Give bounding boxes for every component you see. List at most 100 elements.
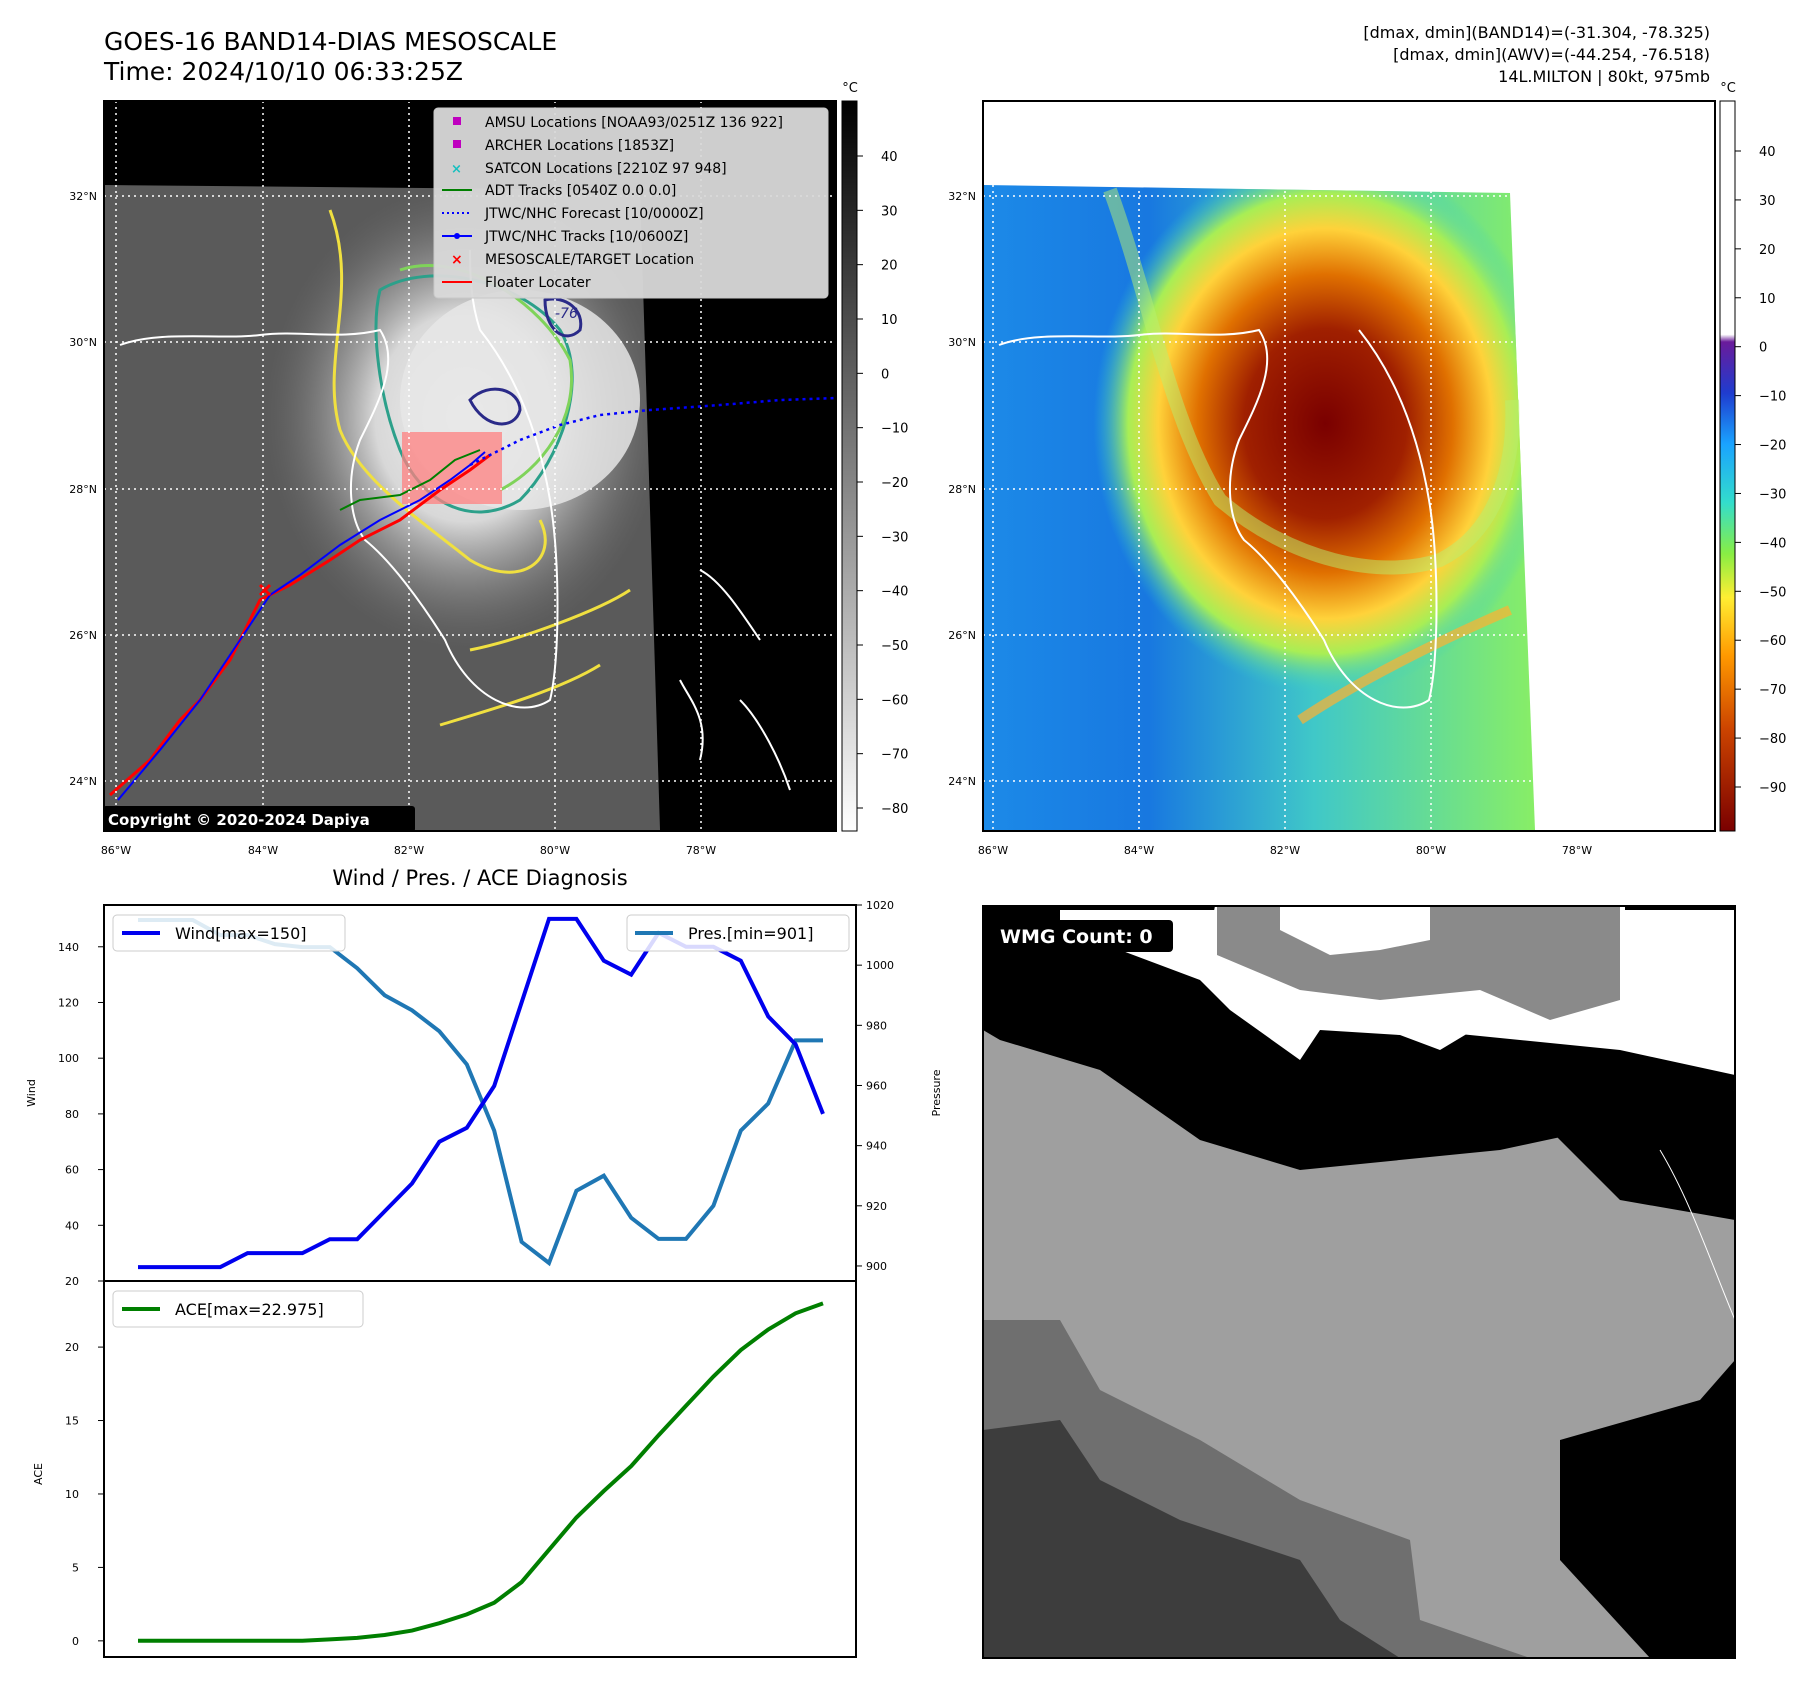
ir-coastline [119, 249, 559, 709]
wind-tick-label: 140 [58, 941, 79, 954]
ir-lat-26: 26°N [69, 629, 97, 642]
pres-legend-box [626, 914, 850, 952]
wind-tick-label: 20 [65, 1275, 79, 1288]
wmg-frame [982, 905, 1736, 1659]
legend-satcon-marker: × [451, 162, 462, 177]
ir-colorbar-ticks: 40 30 20 10 0 −10 −20 −30 −40 −50 −60 −70 −80 [857, 150, 908, 817]
ir-map-frame [103, 100, 837, 832]
ace-tick-label: 0 [72, 1635, 79, 1648]
awv-range: [dmax, dmin](AWV)=(-44.254, -76.518) [1393, 45, 1710, 64]
legend-adt: ADT Tracks [0540Z 0.0 0.0] [485, 183, 676, 199]
colorbar-tick-label: 40 [881, 150, 898, 165]
legend-forecast: JTWC/NHC Forecast [10/0000Z] [484, 206, 704, 222]
ir-lon-82: 82°W [394, 844, 424, 857]
wv-lat-30: 30°N [948, 336, 976, 349]
colorbar-tick-label: 40 [1759, 145, 1776, 160]
colorbar-tick-label: 20 [1759, 243, 1776, 258]
copyright-text: Copyright © 2020-2024 Dapiya [108, 811, 370, 829]
ir-contour-yellow [328, 209, 547, 574]
pres-tick-label: 980 [866, 1019, 887, 1032]
ace-ylabel: ACE [32, 1463, 45, 1485]
legend-target-marker: × [451, 252, 463, 268]
wind-ylabel: Wind [25, 1079, 38, 1107]
pres-tick-label: 940 [866, 1140, 887, 1153]
wmg-label-box [991, 920, 1173, 952]
wv-lon-80: 80°W [1416, 844, 1446, 857]
colorbar-tick-label: −70 [881, 748, 908, 763]
figure-title: GOES-16 BAND14-DIAS MESOSCALE [104, 27, 557, 56]
figure-time: Time: 2024/10/10 06:33:25Z [103, 57, 463, 86]
ir-colorbar [841, 100, 858, 832]
ir-lat-labels: 32°N 30°N 28°N 26°N 24°N [69, 190, 97, 788]
wind-tick-label: 120 [58, 996, 79, 1009]
mesoscale-target-box [402, 432, 502, 504]
wv-colorbar [1719, 100, 1736, 832]
legend-nhc-dot [454, 233, 460, 239]
legend-target: MESOSCALE/TARGET Location [485, 252, 694, 268]
ir-lon-labels: 86°W 84°W 82°W 80°W 78°W [101, 844, 716, 857]
colorbar-tick-label: −90 [1759, 781, 1786, 796]
colorbar-tick-label: −30 [1759, 487, 1786, 502]
colorbar-tick-label: −70 [1759, 683, 1786, 698]
wv-lon-labels: 86°W 84°W 82°W 80°W 78°W [978, 844, 1592, 857]
ace-tick-label: 10 [65, 1488, 79, 1501]
pres-tick-label: 920 [866, 1200, 887, 1213]
wv-map-panel: 86°W 84°W 82°W 80°W 78°W 32°N 30°N 28°N … [948, 81, 1786, 857]
legend-satcon: SATCON Locations [2210Z 97 948] [485, 161, 727, 177]
legend-archer: ARCHER Locations [1853Z] [485, 138, 674, 154]
pres-tick-label: 1020 [866, 899, 894, 912]
pres-ylabel: Pressure [930, 1069, 943, 1116]
ir-lon-86: 86°W [101, 844, 131, 857]
legend-floater: Floater Locater [485, 275, 591, 291]
ir-map-panel: -76 Copyright © 2020-2024 Dapiya [69, 81, 908, 857]
colorbar-tick-label: −50 [1759, 585, 1786, 600]
wv-lat-26: 26°N [948, 629, 976, 642]
colorbar-tick-label: −40 [1759, 536, 1786, 551]
colorbar-tick-label: 0 [881, 367, 889, 382]
wind-tick-label: 60 [65, 1164, 79, 1177]
wmg-darkest [983, 1420, 1400, 1658]
wv-moist-band [1103, 187, 1520, 575]
colorbar-tick-label: −20 [881, 476, 908, 491]
pres-tick-label: 1000 [866, 959, 894, 972]
wv-colorbar-unit: °C [1720, 81, 1736, 96]
colorbar-tick-label: 30 [1759, 194, 1776, 209]
ir-lon-84: 84°W [248, 844, 278, 857]
diagnosis-title: Wind / Pres. / ACE Diagnosis [332, 866, 627, 890]
colorbar-tick-label: −40 [881, 585, 908, 600]
colorbar-tick-label: 10 [1759, 292, 1776, 307]
wv-gridlines [983, 101, 1715, 831]
ir-lon-80: 80°W [540, 844, 570, 857]
nhc-track [117, 451, 486, 801]
colorbar-tick-label: −80 [1759, 732, 1786, 747]
legend-amsu: AMSU Locations [NOAA93/0251Z 136 922] [485, 115, 783, 131]
colorbar-tick-label: −10 [1759, 390, 1786, 405]
legend-amsu-marker [453, 117, 461, 125]
wv-lat-24: 24°N [948, 775, 976, 788]
legend-box [433, 107, 829, 299]
ace-tick-label: 15 [65, 1415, 79, 1428]
ace-tick-label: 20 [65, 1341, 79, 1354]
band14-range: [dmax, dmin](BAND14)=(-31.304, -78.325) [1363, 23, 1710, 42]
wv-lon-82: 82°W [1270, 844, 1300, 857]
nhc-forecast-track [469, 396, 837, 467]
ir-lat-30: 30°N [69, 336, 97, 349]
wmg-right-black [1540, 1090, 1735, 1658]
colorbar-tick-label: −80 [881, 802, 908, 817]
ace-legend-box [112, 1290, 364, 1328]
wv-colorbar-ticks: 40 30 20 10 0 −10 −20 −30 −40 −50 −60 −70 −80 −90 [1735, 145, 1786, 796]
colorbar-tick-label: 20 [881, 259, 898, 274]
legend-nhc: JTWC/NHC Tracks [10/0600Z] [484, 229, 688, 245]
colorbar-tick-label: −20 [1759, 439, 1786, 454]
ir-lat-28: 28°N [69, 483, 97, 496]
wv-lon-78: 78°W [1562, 844, 1592, 857]
ir-lon-78: 78°W [686, 844, 716, 857]
wmg-coastline [1659, 1149, 1736, 1321]
wind-y-ticks: 20 40 60 80 100 120 140 [58, 941, 104, 1288]
pres-tick-label: 900 [866, 1260, 887, 1273]
pres-tick-label: 960 [866, 1079, 887, 1092]
adt-track [339, 449, 481, 511]
wv-storm [983, 185, 1535, 830]
colorbar-tick-label: −50 [881, 639, 908, 654]
